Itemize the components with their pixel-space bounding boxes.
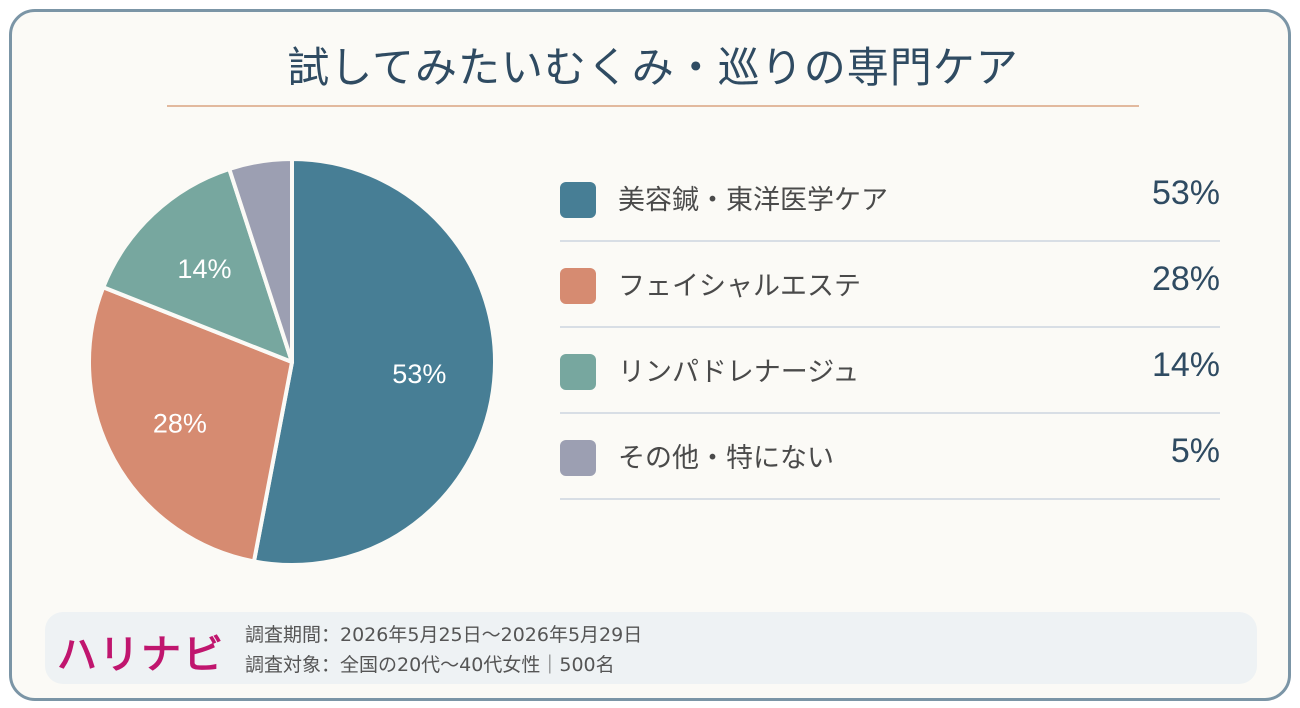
pie-slice [87, 285, 294, 564]
legend-value: 53% [1151, 174, 1220, 212]
pie-chart: 53% 28% 14% [87, 157, 497, 567]
legend-item: リンパドレナージュ 14% [560, 330, 1220, 414]
legend-value: 14% [1151, 346, 1220, 384]
pie-slice [227, 157, 294, 364]
slice-value-label: 53% [392, 359, 446, 389]
legend-item: 美容鍼・東洋医学ケア 53% [560, 158, 1220, 242]
survey-period: 調査期間：2026年5月25日〜2026年5月29日 [245, 624, 643, 646]
footer: ハリナビ 調査期間：2026年5月25日〜2026年5月29日 調査対象：全国の… [45, 612, 1257, 684]
brand-logo: ハリナビ [57, 632, 225, 678]
title-divider [167, 105, 1139, 107]
slice-value-label: 28% [153, 409, 207, 439]
pie-slice [251, 157, 497, 567]
slice-value-label: 14% [177, 254, 231, 284]
legend-value: 5% [1170, 432, 1220, 470]
legend-swatch [560, 440, 596, 476]
legend-item: フェイシャルエステ 28% [560, 244, 1220, 328]
chart-card: 試してみたいむくみ・巡りの専門ケア 53% 28% 14% 美容鍼・東洋医学ケア 5… [9, 9, 1291, 701]
legend-swatch [560, 268, 596, 304]
survey-target: 調査対象：全国の20代〜40代女性｜500名 [245, 654, 615, 676]
legend-label: フェイシャルエステ [618, 271, 861, 302]
legend-label: 美容鍼・東洋医学ケア [618, 185, 888, 216]
legend-label: リンパドレナージュ [618, 357, 860, 388]
legend: 美容鍼・東洋医学ケア 53% フェイシャルエステ 28% リンパドレナージュ 1… [560, 158, 1220, 502]
legend-swatch [560, 182, 596, 218]
legend-swatch [560, 354, 596, 390]
legend-label: その他・特にない [618, 443, 834, 474]
legend-item: その他・特にない 5% [560, 416, 1220, 500]
legend-value: 28% [1151, 260, 1220, 298]
chart-title: 試してみたいむくみ・巡りの専門ケア [287, 43, 1019, 92]
